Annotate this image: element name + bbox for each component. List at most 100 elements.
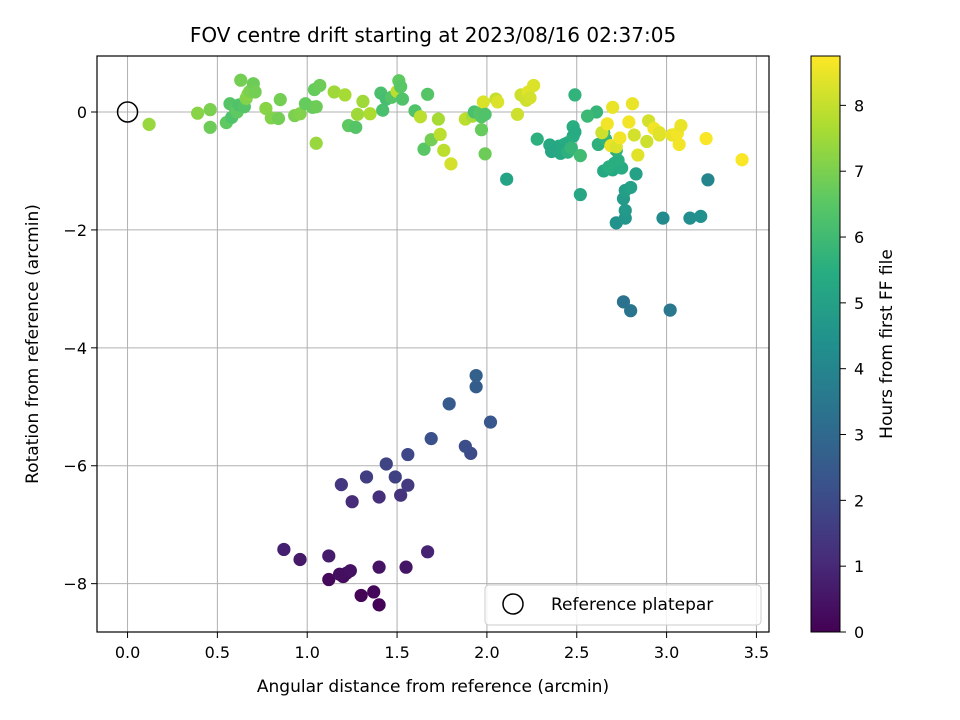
reference-platepar-marker <box>116 101 139 123</box>
data-point <box>444 157 458 171</box>
data-point <box>699 131 713 146</box>
x-axis-label: Angular distance from reference (arcmin) <box>257 677 609 697</box>
data-point <box>527 78 541 93</box>
y-tick-label: 0 <box>77 103 87 122</box>
data-point <box>618 203 632 218</box>
data-point <box>469 380 483 394</box>
legend: Reference platepar <box>484 584 762 626</box>
legend-label: Reference platepar <box>551 595 713 615</box>
data-point <box>573 149 587 163</box>
data-point <box>203 120 217 134</box>
plot-frame <box>96 55 770 633</box>
data-point <box>631 148 645 162</box>
data-point <box>437 143 451 157</box>
data-point <box>478 107 492 121</box>
data-point <box>474 123 489 137</box>
data-point <box>483 415 498 429</box>
data-point <box>273 93 287 107</box>
data-point <box>413 110 428 124</box>
data-point <box>663 303 677 317</box>
data-point <box>624 180 638 195</box>
data-point <box>401 478 415 492</box>
data-point <box>580 109 595 123</box>
data-point <box>433 127 447 142</box>
x-tick-label: 2.5 <box>564 643 589 662</box>
data-point <box>616 295 631 309</box>
colorbar-tick-label: 5 <box>854 294 864 313</box>
data-point <box>625 97 640 111</box>
data-point <box>277 542 291 557</box>
data-point <box>683 211 697 225</box>
data-point <box>476 95 490 109</box>
data-point <box>203 103 217 117</box>
data-point <box>394 488 408 502</box>
data-point <box>652 126 666 140</box>
data-point <box>356 94 370 108</box>
data-point <box>388 470 402 484</box>
y-axis-label: Rotation from reference (arcmin) <box>23 204 43 484</box>
data-point <box>458 439 472 453</box>
data-point <box>142 117 156 131</box>
data-point <box>421 545 435 559</box>
data-point <box>672 137 686 152</box>
data-point <box>421 87 435 101</box>
data-point <box>701 173 715 187</box>
data-point <box>500 172 514 186</box>
data-point <box>491 95 505 109</box>
data-point <box>332 567 347 581</box>
x-tick-label: 3.0 <box>654 643 679 662</box>
colorbar-tick-label: 3 <box>854 426 864 445</box>
y-tick-label: −4 <box>63 339 87 358</box>
data-point <box>271 111 286 126</box>
data-point <box>401 447 415 462</box>
colorbar-tick-label: 7 <box>854 162 864 181</box>
y-tick-label: −8 <box>63 575 87 594</box>
data-point <box>345 495 359 509</box>
data-point <box>694 209 708 223</box>
data-point <box>395 92 410 106</box>
colorbar-tick-label: 6 <box>854 228 864 247</box>
colorbar-tick-label: 1 <box>854 557 864 576</box>
legend-box <box>484 584 762 626</box>
data-point <box>293 107 307 121</box>
colorbar-tick-label: 2 <box>854 491 864 510</box>
data-point <box>379 457 393 471</box>
data-point <box>394 80 408 94</box>
data-point <box>248 85 262 99</box>
data-point <box>322 549 336 563</box>
data-point <box>372 560 386 574</box>
data-point <box>372 598 386 612</box>
data-point <box>234 73 248 87</box>
legend-marker <box>502 593 524 615</box>
data-point <box>327 85 341 99</box>
data-point <box>564 141 578 155</box>
data-point <box>510 107 525 121</box>
data-points <box>142 73 749 612</box>
chart-title: FOV centre drift starting at 2023/08/16 … <box>190 23 676 47</box>
x-tick-label: 0.5 <box>205 643 230 662</box>
colorbar: 0 1 2 3 4 5 6 7 8 Hours from first FF file <box>810 55 897 642</box>
colorbar-tick-label: 8 <box>854 96 864 115</box>
data-point <box>530 132 544 146</box>
data-point <box>343 564 357 578</box>
colorbar-tick-label: 0 <box>854 623 864 642</box>
data-point <box>363 107 377 121</box>
data-point <box>309 100 323 114</box>
data-point <box>191 106 205 120</box>
data-point <box>478 147 492 161</box>
data-point <box>735 153 749 167</box>
data-point <box>573 187 587 202</box>
y-tick-label: −2 <box>63 221 87 240</box>
data-point <box>354 588 368 603</box>
data-point <box>640 134 654 149</box>
data-point <box>350 107 365 121</box>
reference-marker-layer <box>116 101 139 123</box>
data-point <box>627 128 641 142</box>
data-point <box>624 304 638 318</box>
data-point <box>372 490 386 504</box>
data-point <box>293 552 307 567</box>
data-point <box>313 78 327 93</box>
data-point <box>431 112 445 126</box>
data-point <box>613 131 627 145</box>
data-point <box>622 115 636 129</box>
